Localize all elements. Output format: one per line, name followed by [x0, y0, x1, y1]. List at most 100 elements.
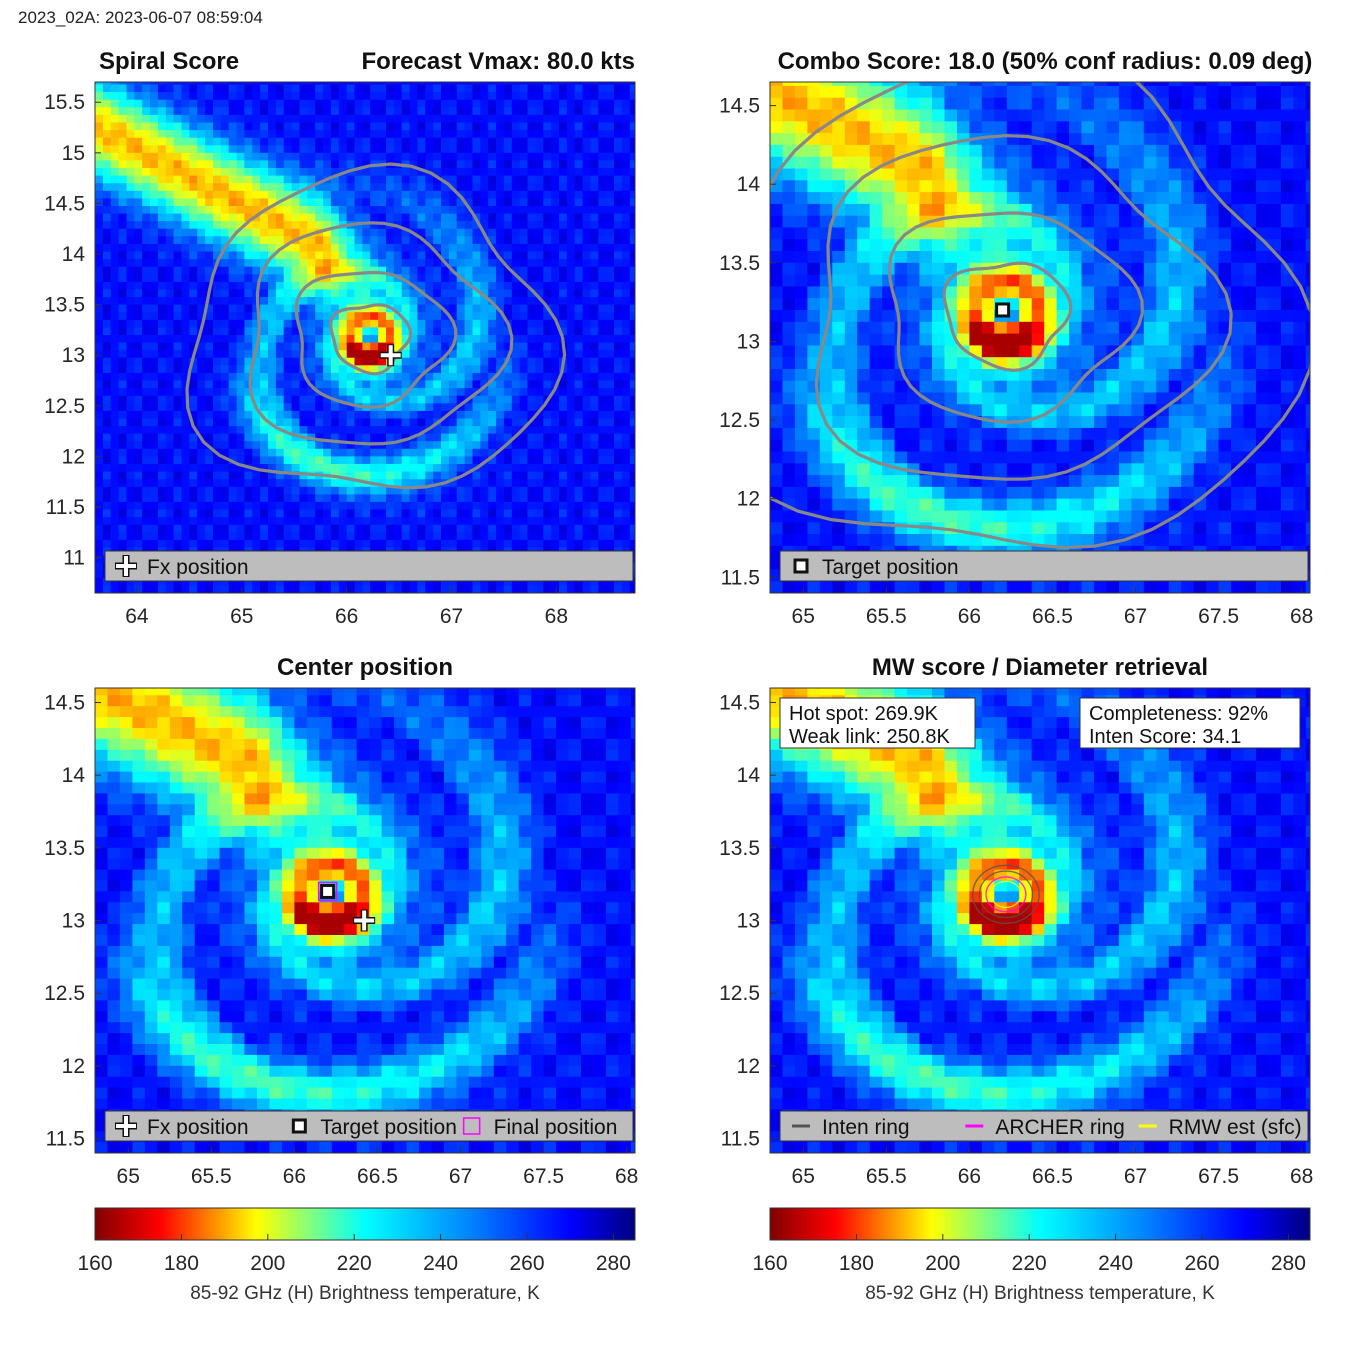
heatmap-cell [95, 379, 104, 389]
heatmap-cell [134, 296, 143, 305]
heatmap-cell [386, 281, 395, 290]
heatmap-cell [213, 288, 222, 297]
heatmap-cell [142, 319, 151, 328]
heatmap-cell [456, 235, 466, 244]
heatmap-cell [315, 524, 324, 533]
heatmap-cell [95, 508, 104, 518]
heatmap-cell [401, 531, 411, 540]
heatmap-cell [346, 326, 356, 335]
heatmap-cell [291, 357, 301, 366]
heatmap-cell [165, 152, 175, 161]
heatmap-cell [236, 152, 246, 161]
heatmap-cell [566, 455, 576, 464]
heatmap-cell [488, 167, 497, 176]
heatmap-cell [519, 228, 529, 237]
heatmap-cell [527, 334, 536, 343]
heatmap-cell [338, 395, 348, 404]
heatmap-cell [189, 395, 198, 404]
heatmap-cell [134, 137, 143, 146]
heatmap-cell [629, 410, 635, 419]
heatmap-cell [118, 82, 128, 85]
heatmap-cell [574, 82, 584, 85]
heatmap-cell [126, 334, 135, 343]
heatmap-cell [220, 349, 230, 358]
heatmap-cell [472, 121, 481, 131]
heatmap-cell [511, 372, 521, 381]
heatmap-cell [393, 448, 403, 457]
heatmap-cell [456, 152, 466, 161]
heatmap-cell [527, 175, 536, 184]
heatmap-cell [189, 266, 198, 275]
heatmap-cell [213, 273, 222, 282]
heatmap-cell [150, 273, 159, 282]
heatmap-cell [511, 212, 521, 222]
heatmap-cell [299, 228, 308, 237]
heatmap-cell [118, 478, 128, 487]
heatmap-cell [315, 357, 324, 366]
heatmap-cell [346, 493, 356, 502]
heatmap-cell [819, 250, 833, 263]
heatmap-cell [386, 463, 395, 472]
heatmap-cell [488, 91, 497, 100]
contour-line [329, 303, 413, 376]
heatmap-cell [598, 334, 607, 343]
heatmap-cell [511, 266, 521, 275]
heatmap-cell [441, 493, 450, 502]
heatmap-cell [807, 167, 821, 181]
heatmap-cell [330, 349, 340, 358]
heatmap-cell [401, 516, 411, 525]
heatmap-cell [165, 235, 175, 244]
heatmap-cell [629, 228, 635, 237]
heatmap-cell [370, 311, 379, 320]
heatmap-cell [323, 539, 332, 548]
heatmap-cell [150, 486, 159, 495]
heatmap-cell [236, 243, 246, 252]
heatmap-cell [283, 516, 293, 525]
heatmap-cell [323, 99, 332, 108]
y-tick-label: 14.5 [44, 192, 85, 215]
heatmap-cell [535, 379, 544, 389]
heatmap-cell [519, 243, 529, 252]
heatmap-cell [393, 258, 403, 267]
heatmap-cell [448, 516, 458, 525]
heatmap-cell [165, 334, 175, 343]
heatmap-cell [472, 395, 481, 404]
heatmap-cell [566, 478, 576, 487]
heatmap-cell [606, 531, 615, 540]
heatmap-cell [488, 182, 497, 191]
heatmap-cell [551, 448, 560, 457]
heatmap-cell [220, 471, 230, 480]
heatmap-cell [543, 402, 552, 411]
heatmap-cell [299, 266, 308, 275]
heatmap-cell [268, 152, 277, 161]
heatmap-cell [582, 395, 592, 404]
heatmap-cell [126, 455, 135, 464]
heatmap-cell [582, 82, 592, 85]
heatmap-cell [401, 296, 411, 305]
heatmap-cell [291, 212, 301, 222]
heatmap-cell [527, 501, 536, 510]
heatmap-cell [307, 129, 316, 138]
heatmap-cell [511, 182, 521, 191]
heatmap-cell [299, 326, 308, 335]
heatmap-cell [189, 410, 198, 419]
heatmap-cell [496, 402, 505, 411]
heatmap-cell [126, 228, 135, 237]
heatmap-cell [126, 357, 135, 366]
heatmap-cell [110, 357, 120, 366]
heatmap-cell [527, 106, 536, 115]
heatmap-cell [794, 108, 808, 122]
heatmap-cell [205, 364, 214, 373]
heatmap-cell [582, 539, 592, 548]
heatmap-cell [629, 440, 635, 449]
heatmap-cell [165, 326, 175, 335]
heatmap-cell [543, 137, 552, 146]
heatmap-cell [606, 311, 615, 320]
heatmap-cell [496, 190, 505, 199]
heatmap-cell [409, 463, 419, 472]
heatmap-cell [197, 281, 206, 290]
heatmap-cell [338, 433, 348, 442]
heatmap-cell [110, 190, 120, 199]
heatmap-cell [621, 304, 631, 313]
heatmap-cell [598, 425, 607, 434]
